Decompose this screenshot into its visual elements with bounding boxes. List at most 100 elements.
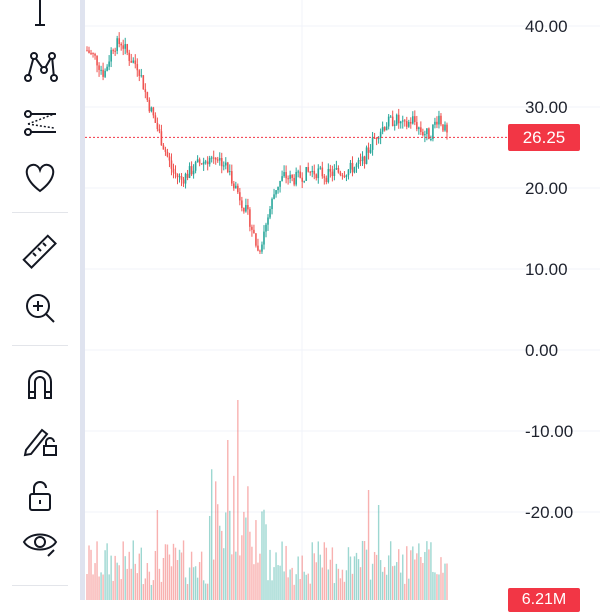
- volume-bar: [383, 567, 386, 600]
- volume-bar: [110, 555, 112, 600]
- volume-bar: [219, 525, 221, 600]
- volume-bar: [341, 569, 344, 600]
- candle-body: [110, 50, 112, 62]
- volume-bar: [309, 583, 311, 600]
- volume-bar: [100, 572, 102, 600]
- hide-drawings-button[interactable]: [10, 520, 70, 564]
- volume-bar: [416, 553, 418, 600]
- candle-body: [112, 50, 114, 52]
- volume-bar: [215, 481, 217, 600]
- candle-body: [168, 156, 171, 161]
- candle-body: [136, 64, 139, 71]
- candle-body: [283, 172, 285, 177]
- price-chart[interactable]: 40.00 30.00 20.00 10.00 0.00 -10.00 -20.00: [85, 0, 600, 600]
- volume-bar: [86, 574, 88, 600]
- volume-bar: [379, 560, 382, 600]
- candle-body: [206, 161, 209, 165]
- measure-tool-button[interactable]: [10, 230, 70, 274]
- candle-body: [259, 250, 261, 252]
- prediction-tool-button[interactable]: [10, 100, 70, 144]
- volume-bar: [202, 580, 205, 600]
- candle-body: [377, 137, 380, 140]
- volume-bar: [176, 560, 179, 600]
- pattern-icon: [24, 52, 58, 82]
- volume-bar: [319, 554, 321, 600]
- candle-body: [267, 217, 269, 225]
- candle-body: [196, 159, 199, 163]
- volume-bar: [442, 572, 444, 600]
- candle-body: [176, 173, 179, 178]
- lock-drawings-button[interactable]: [10, 418, 70, 462]
- lock-all-button[interactable]: [10, 474, 70, 518]
- candle-body: [438, 115, 440, 125]
- favorites-button[interactable]: [10, 155, 70, 199]
- candle-body: [271, 198, 273, 210]
- volume-bar: [345, 570, 348, 600]
- candle-body: [303, 180, 306, 182]
- candle-body: [243, 207, 245, 212]
- volume-bar: [428, 549, 430, 600]
- volume-bar: [422, 563, 424, 600]
- pattern-tool-button[interactable]: [10, 44, 70, 88]
- volume-bar: [184, 577, 187, 600]
- text-tool-button[interactable]: [10, 0, 70, 30]
- candle-body: [347, 169, 350, 176]
- volume-bar: [90, 549, 92, 600]
- volume-bar: [283, 571, 285, 600]
- volume-bar: [210, 469, 213, 600]
- candle-body: [152, 107, 155, 116]
- volume-bar: [394, 565, 396, 600]
- volume-bar: [301, 555, 303, 600]
- candle-body: [156, 122, 159, 129]
- volume-bar: [426, 541, 428, 600]
- candle-body: [345, 175, 348, 177]
- price-axis-label: 10.00: [525, 260, 568, 279]
- unlock-icon: [29, 481, 51, 511]
- volume-bar: [156, 510, 159, 600]
- candle-body: [323, 176, 326, 178]
- magnet-mode-button[interactable]: [10, 362, 70, 406]
- toolbar-divider: [12, 212, 68, 213]
- volume-bar: [229, 510, 231, 600]
- candle-body: [420, 127, 422, 132]
- candle-body: [391, 116, 394, 126]
- volume-bar: [158, 568, 161, 600]
- candle-body: [128, 52, 131, 61]
- volume-bar: [96, 541, 98, 600]
- candle-body: [321, 167, 324, 177]
- candle-body: [405, 121, 408, 127]
- volume-bar: [369, 579, 372, 600]
- volume-bar: [172, 543, 175, 600]
- candle-body: [148, 99, 151, 112]
- candle-body: [273, 194, 275, 199]
- ruler-icon: [22, 234, 57, 269]
- volume-bar: [323, 542, 326, 600]
- volume-bar: [116, 562, 118, 600]
- candle-body: [198, 159, 201, 164]
- candle-body: [399, 121, 402, 124]
- volume-bar: [311, 542, 313, 600]
- candle-body: [305, 167, 308, 181]
- candle-body: [393, 124, 396, 126]
- candle-body: [355, 163, 358, 168]
- volume-bar: [418, 543, 420, 600]
- volume-bar: [432, 571, 434, 600]
- zoom-in-button[interactable]: [10, 286, 70, 330]
- volume-bar: [347, 547, 350, 600]
- candle-body: [92, 52, 94, 54]
- volume-bar: [267, 580, 269, 600]
- candle-body: [90, 52, 92, 54]
- candle-body: [311, 170, 314, 173]
- candle-body: [289, 174, 291, 179]
- candle-body: [180, 176, 183, 180]
- volume-bar: [140, 547, 143, 600]
- volume-bar: [200, 551, 203, 600]
- candle-body: [140, 75, 143, 77]
- candle-body: [160, 131, 163, 146]
- price-axis-label: 20.00: [525, 179, 568, 198]
- candle-body: [428, 128, 430, 140]
- volume-bar: [122, 541, 124, 600]
- candle-body: [409, 121, 412, 124]
- candle-body: [307, 167, 310, 172]
- volume-bar: [192, 567, 195, 600]
